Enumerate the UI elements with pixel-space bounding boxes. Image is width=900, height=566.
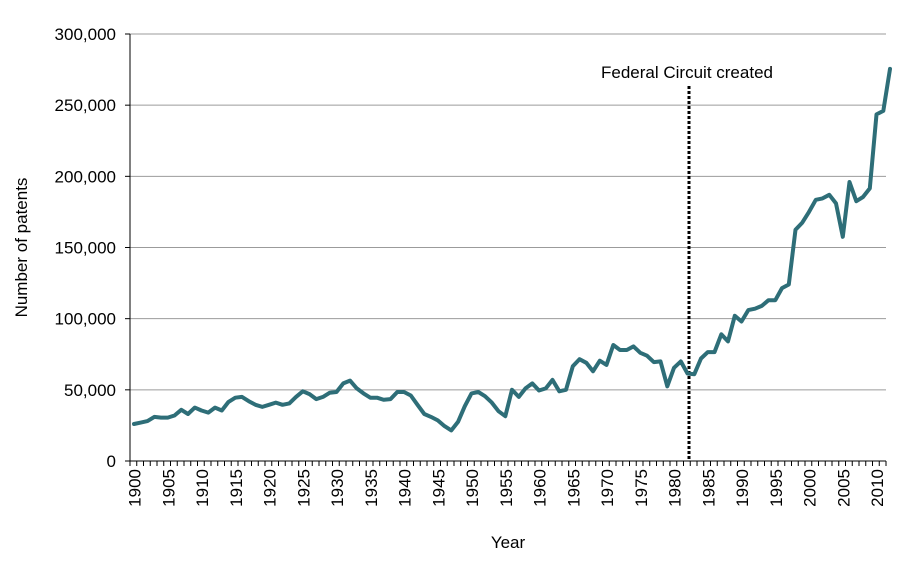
x-tick-label: 1980 (666, 469, 685, 507)
y-axis-tick-labels: 0 50,000 100,000 150,000 200,000 250,000 300,0… (55, 25, 116, 471)
series-line-patents (132, 66, 892, 433)
y-tick-label: 0 (107, 452, 116, 471)
x-tick-label: 1940 (396, 469, 415, 507)
x-tick-label: 1975 (632, 469, 651, 507)
x-tick-label: 1995 (767, 469, 786, 507)
y-tick-label: 250,000 (55, 96, 116, 115)
x-tick-label: 1930 (328, 469, 347, 507)
x-tick-label: 1950 (463, 469, 482, 507)
y-tick-label: 150,000 (55, 239, 116, 258)
x-tick-label: 1965 (564, 469, 583, 507)
x-tick-label: 1925 (294, 469, 313, 507)
x-tick-label: 1905 (159, 469, 178, 507)
x-axis-tick-marks (129, 461, 887, 466)
x-tick-label: 1955 (497, 469, 516, 507)
x-tick-label: 2005 (834, 469, 853, 507)
x-axis-title: Year (491, 533, 526, 552)
federal-circuit-annotation: Federal Circuit created (601, 63, 773, 82)
y-tick-label: 100,000 (55, 310, 116, 329)
x-tick-label: 1935 (362, 469, 381, 507)
x-tick-label: 1910 (193, 469, 212, 507)
x-tick-label: 1970 (598, 469, 617, 507)
x-tick-label: 1990 (733, 469, 752, 507)
x-tick-label: 2000 (801, 469, 820, 507)
y-tick-label: 50,000 (64, 381, 116, 400)
y-axis-title: Number of patents (12, 178, 31, 318)
x-tick-label: 1920 (261, 469, 280, 507)
y-tick-label: 300,000 (55, 25, 116, 44)
x-tick-label: 1900 (126, 469, 145, 507)
x-tick-label: 1960 (531, 469, 550, 507)
x-axis-tick-labels: 1900 1905 1910 1915 1920 1925 1930 1935 1940 1945… (126, 469, 888, 507)
x-tick-label: 1945 (429, 469, 448, 507)
x-tick-label: 2010 (868, 469, 887, 507)
x-tick-label: 1915 (227, 469, 246, 507)
x-tick-label: 1985 (699, 469, 718, 507)
gridlines (125, 33, 886, 462)
y-tick-label: 200,000 (55, 167, 116, 186)
